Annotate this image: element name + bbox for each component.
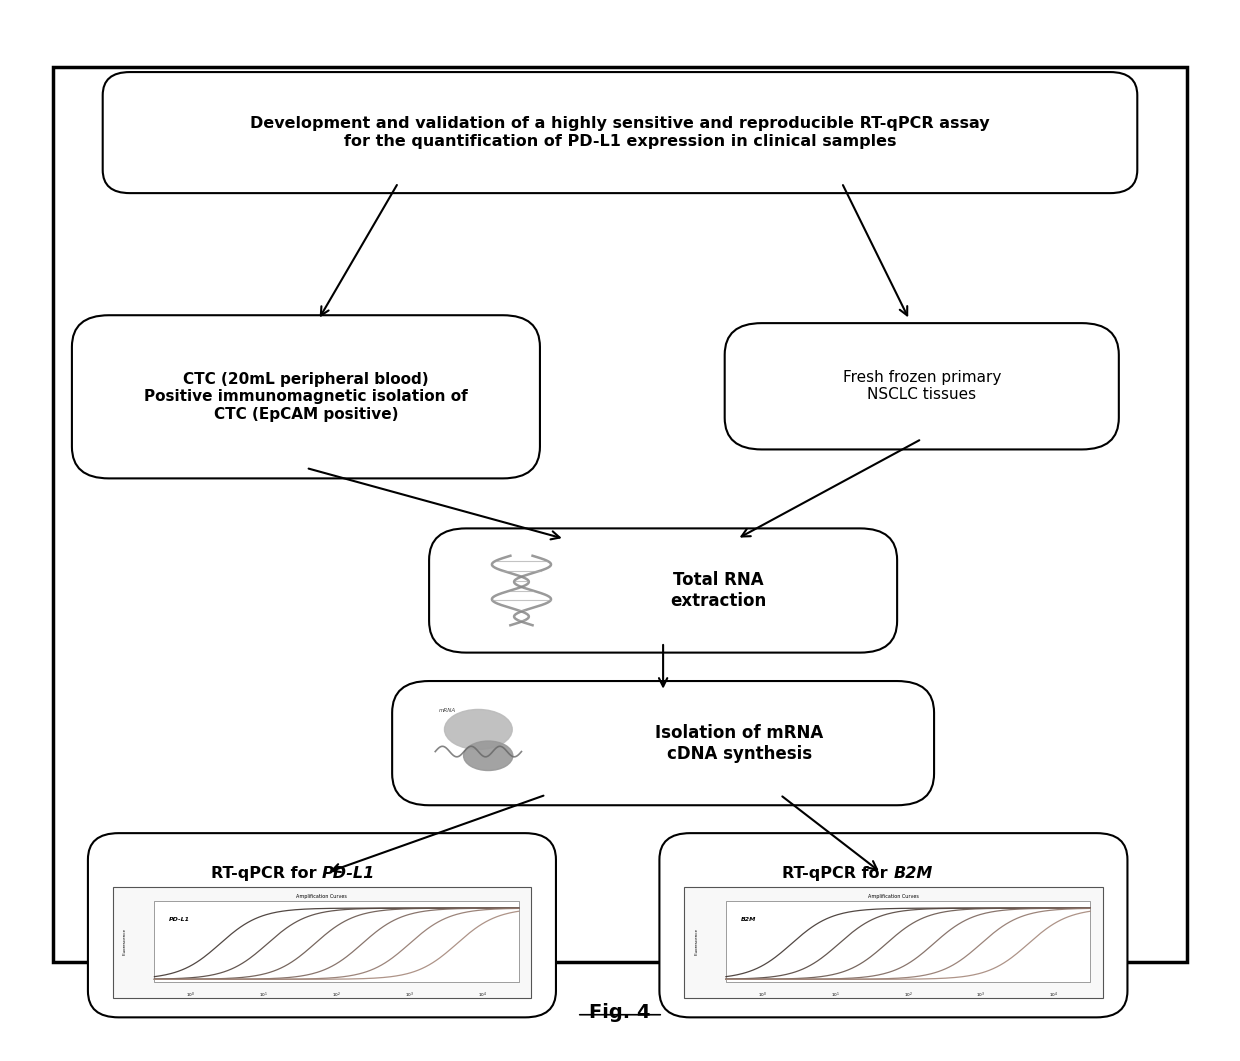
FancyBboxPatch shape xyxy=(72,315,539,479)
Ellipse shape xyxy=(444,710,512,749)
FancyBboxPatch shape xyxy=(155,901,518,981)
Text: PD-L1: PD-L1 xyxy=(322,866,376,881)
FancyBboxPatch shape xyxy=(684,887,1102,998)
Text: 10$^2$: 10$^2$ xyxy=(904,991,913,999)
Text: 10$^3$: 10$^3$ xyxy=(976,991,986,999)
FancyBboxPatch shape xyxy=(724,324,1118,450)
Text: 10$^0$: 10$^0$ xyxy=(186,991,196,999)
Text: 10$^2$: 10$^2$ xyxy=(332,991,341,999)
Text: Fresh frozen primary
NSCLC tissues: Fresh frozen primary NSCLC tissues xyxy=(842,370,1001,402)
Ellipse shape xyxy=(464,741,513,770)
FancyBboxPatch shape xyxy=(660,833,1127,1017)
Text: 10$^1$: 10$^1$ xyxy=(831,991,839,999)
FancyBboxPatch shape xyxy=(103,72,1137,193)
Text: 10$^3$: 10$^3$ xyxy=(405,991,414,999)
FancyBboxPatch shape xyxy=(392,681,934,805)
Text: B2M: B2M xyxy=(894,866,932,881)
Text: Development and validation of a highly sensitive and reproducible RT-qPCR assay
: Development and validation of a highly s… xyxy=(250,117,990,149)
Text: B2M: B2M xyxy=(740,917,756,922)
Text: 10$^0$: 10$^0$ xyxy=(758,991,766,999)
Text: Amplification Curves: Amplification Curves xyxy=(868,894,919,899)
Text: 10$^1$: 10$^1$ xyxy=(259,991,268,999)
Text: Isolation of mRNA
cDNA synthesis: Isolation of mRNA cDNA synthesis xyxy=(656,724,823,763)
FancyBboxPatch shape xyxy=(113,887,531,998)
Text: Fluorescence: Fluorescence xyxy=(694,927,698,955)
Text: Fluorescence: Fluorescence xyxy=(123,927,128,955)
Text: mRNA: mRNA xyxy=(439,708,456,713)
Text: RT-qPCR for: RT-qPCR for xyxy=(782,866,894,881)
FancyBboxPatch shape xyxy=(88,833,556,1017)
FancyBboxPatch shape xyxy=(429,528,897,653)
Text: 10$^4$: 10$^4$ xyxy=(1049,991,1058,999)
Text: Fig. 4: Fig. 4 xyxy=(589,1003,651,1022)
FancyBboxPatch shape xyxy=(53,67,1187,962)
Text: CTC (20mL peripheral blood)
Positive immunomagnetic isolation of
CTC (EpCAM posi: CTC (20mL peripheral blood) Positive imm… xyxy=(144,372,467,421)
Text: PD-L1: PD-L1 xyxy=(169,917,190,922)
Text: RT-qPCR for: RT-qPCR for xyxy=(211,866,322,881)
Text: Total RNA
extraction: Total RNA extraction xyxy=(671,571,766,610)
Text: Amplification Curves: Amplification Curves xyxy=(296,894,347,899)
FancyBboxPatch shape xyxy=(725,901,1090,981)
Text: 10$^4$: 10$^4$ xyxy=(477,991,487,999)
